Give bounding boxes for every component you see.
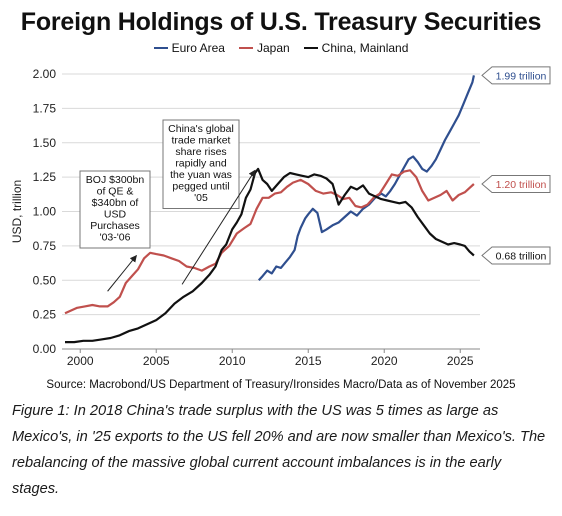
legend-swatch-china — [303, 47, 318, 49]
annotation-text-1-5: pegged until — [172, 181, 229, 193]
end-label-text-2: 0.68 trillion — [496, 251, 547, 263]
x-tick-label-3: 2015 — [295, 354, 322, 368]
legend-swatch-euro-area — [153, 47, 168, 49]
source-note: Source: Macrobond/US Department of Treas… — [46, 379, 516, 391]
x-tick-label-0: 2000 — [67, 354, 94, 368]
y-axis-label: USD, trillion — [10, 180, 24, 243]
series-line-euro-area — [257, 75, 475, 282]
line-chart: 0.00 0.25 0.50 0.75 1.00 1.25 1.50 1.75 2.00 200… — [10, 66, 551, 368]
x-tick-label-4: 2020 — [371, 354, 398, 368]
legend-item-china: China, Mainland — [303, 41, 409, 55]
series-line-china-mainland — [65, 167, 475, 344]
chart-legend: Euro Area Japan China, Mainland — [0, 41, 562, 55]
series-lines — [64, 75, 475, 344]
annotation-text-0-3: USD — [104, 209, 127, 221]
annotation-text-0-4: Purchases — [90, 220, 140, 232]
y-tick-label-0: 0.00 — [33, 342, 57, 356]
end-label-text-0: 1.99 trillion — [496, 70, 547, 82]
y-axis-ticks: 0.00 0.25 0.50 0.75 1.00 1.25 1.50 1.75 2.00 — [33, 67, 57, 356]
annotation-text-1-3: rapidly and — [175, 158, 227, 170]
end-label-box-1 — [481, 175, 551, 193]
series-line-japan — [64, 169, 475, 315]
y-tick-label-2: 0.50 — [33, 273, 57, 287]
y-tick-label-7: 1.75 — [33, 101, 57, 115]
x-tick-label-1: 2005 — [143, 354, 170, 368]
end-label-box-0 — [481, 66, 551, 85]
x-axis-ticks: 2000 2005 2010 2015 2020 2025 — [67, 349, 474, 368]
end-label-text-1: 1.20 trillion — [496, 179, 547, 191]
legend-item-japan: Japan — [238, 41, 290, 55]
figure-caption: Figure 1: In 2018 China's trade surplus … — [12, 403, 546, 497]
legend-label-china: China, Mainland — [321, 41, 409, 55]
y-tick-label-8: 2.00 — [33, 67, 57, 81]
y-tick-label-4: 1.00 — [33, 205, 57, 219]
annotation-text-1-6: '05 — [194, 192, 208, 204]
y-tick-label-1: 0.25 — [33, 308, 57, 322]
annotation-text-0-2: $340bn of — [92, 197, 139, 209]
annotation-box-0 — [79, 170, 151, 249]
end-labels: 1.99 trillion 1.20 trillion 0.68 trillion — [481, 66, 551, 265]
x-tick-label-5: 2025 — [447, 354, 474, 368]
y-tick-label-6: 1.50 — [33, 136, 57, 150]
chart-title: Foreign Holdings of U.S. Treasury Securi… — [20, 8, 542, 36]
y-tick-label-3: 0.75 — [33, 239, 57, 253]
annotation-text-0-5: '03-'06 — [100, 232, 131, 244]
annotation-text-1-0: China's global — [168, 123, 234, 135]
legend-item-euro-area: Euro Area — [153, 41, 225, 55]
legend-label-japan: Japan — [256, 41, 290, 55]
annotation-text-1-2: share rises — [175, 146, 226, 158]
annotation-arrow-0 — [107, 254, 137, 292]
legend-label-euro-area: Euro Area — [171, 41, 225, 55]
annotation-text-0-1: of QE & — [97, 186, 134, 198]
x-tick-label-2: 2010 — [219, 354, 246, 368]
legend-swatch-japan — [238, 47, 253, 49]
annotation-text-1-1: trade market — [172, 135, 231, 147]
annotation-text-0-0: BOJ $300bn — [86, 174, 145, 186]
annotation-box-1 — [162, 119, 240, 209]
end-label-box-2 — [481, 246, 551, 265]
annotation-text-1-4: the yuan was — [170, 169, 232, 181]
y-tick-label-5: 1.25 — [33, 170, 57, 184]
annotation-arrow-1 — [181, 169, 256, 285]
